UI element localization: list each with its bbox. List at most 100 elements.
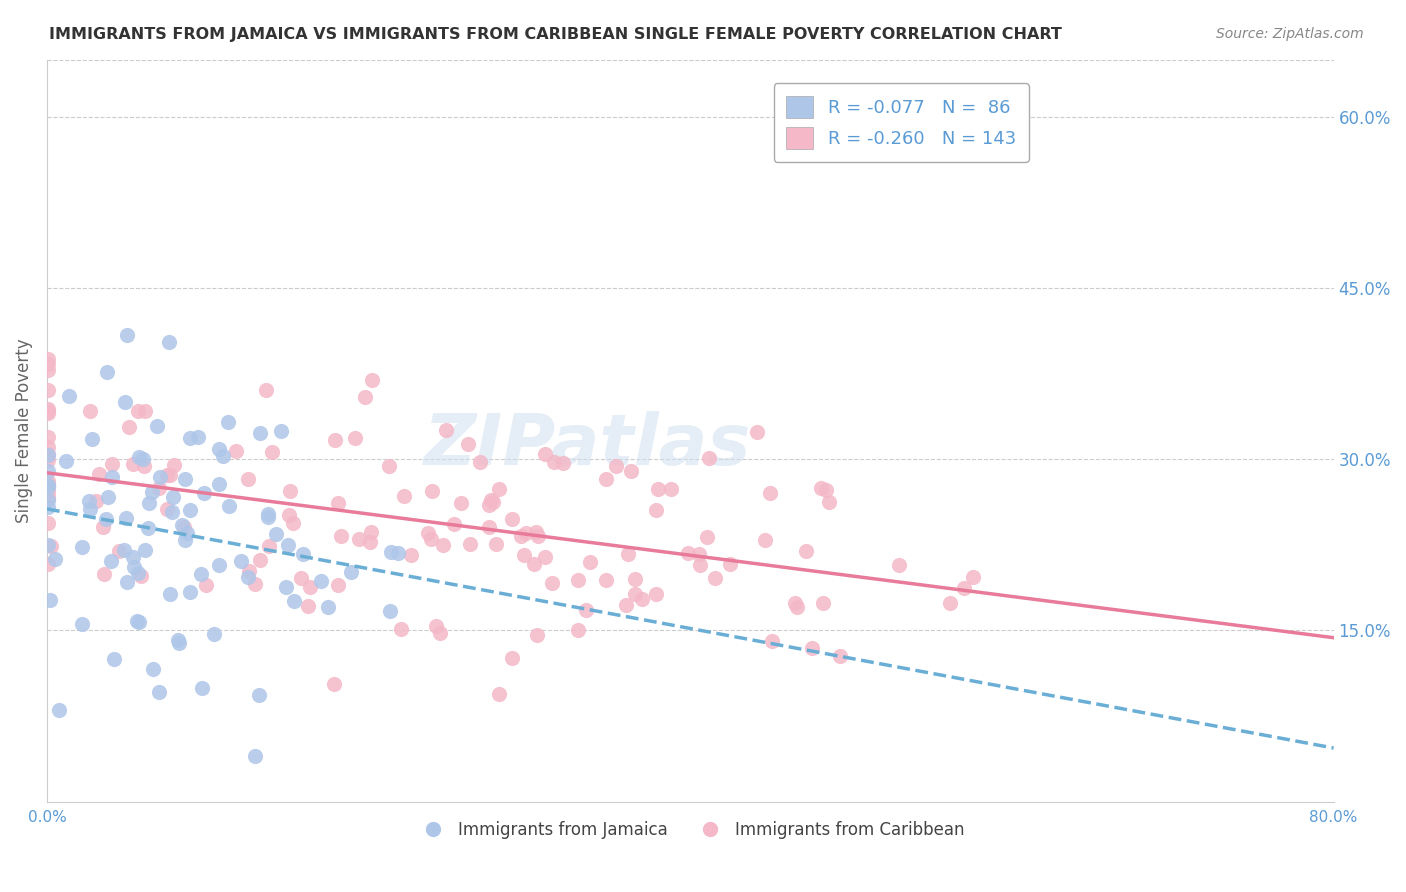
Point — [37, 465, 59, 479]
Point — [392, 489, 415, 503]
Point — [125, 615, 148, 629]
Point — [190, 567, 212, 582]
Point — [37, 452, 59, 467]
Point — [524, 524, 547, 539]
Point — [134, 404, 156, 418]
Legend: Immigrants from Jamaica, Immigrants from Caribbean: Immigrants from Jamaica, Immigrants from… — [409, 814, 970, 846]
Point — [212, 449, 235, 463]
Point — [236, 472, 259, 486]
Point — [543, 455, 565, 469]
Point — [48, 703, 70, 717]
Point — [229, 554, 252, 568]
Point — [243, 748, 266, 763]
Point — [37, 430, 59, 444]
Point — [37, 440, 59, 454]
Point — [37, 479, 59, 493]
Point — [298, 580, 321, 594]
Point — [645, 587, 668, 601]
Point — [509, 529, 531, 543]
Point — [118, 420, 141, 434]
Point — [174, 533, 197, 547]
Point — [257, 507, 280, 521]
Point — [380, 545, 402, 559]
Point — [644, 502, 666, 516]
Point — [37, 478, 59, 492]
Point — [534, 550, 557, 565]
Point — [291, 547, 314, 561]
Point — [37, 516, 59, 531]
Point — [785, 596, 807, 610]
Point — [962, 570, 984, 584]
Point — [360, 373, 382, 387]
Point — [257, 539, 280, 553]
Text: IMMIGRANTS FROM JAMAICA VS IMMIGRANTS FROM CARIBBEAN SINGLE FEMALE POVERTY CORRE: IMMIGRANTS FROM JAMAICA VS IMMIGRANTS FR… — [49, 27, 1062, 42]
Point — [274, 580, 297, 594]
Point — [575, 603, 598, 617]
Point — [953, 581, 976, 595]
Point — [37, 363, 59, 377]
Point — [754, 533, 776, 547]
Point — [697, 450, 720, 465]
Point — [37, 491, 59, 506]
Point — [156, 501, 179, 516]
Point — [340, 565, 363, 579]
Point — [72, 616, 94, 631]
Point — [534, 447, 557, 461]
Point — [425, 619, 447, 633]
Point — [939, 597, 962, 611]
Point — [142, 662, 165, 676]
Point — [468, 455, 491, 469]
Point — [101, 470, 124, 484]
Point — [343, 431, 366, 445]
Point — [620, 463, 643, 477]
Point — [290, 571, 312, 585]
Point — [70, 540, 93, 554]
Point — [208, 442, 231, 456]
Point — [512, 549, 534, 563]
Point — [359, 535, 381, 549]
Point — [328, 578, 350, 592]
Point — [450, 496, 472, 510]
Point — [238, 564, 260, 578]
Point — [187, 430, 209, 444]
Point — [115, 327, 138, 342]
Point — [136, 521, 159, 535]
Point — [208, 477, 231, 491]
Point — [387, 546, 409, 560]
Point — [378, 604, 401, 618]
Point — [84, 493, 107, 508]
Point — [631, 591, 654, 606]
Point — [146, 419, 169, 434]
Point — [810, 481, 832, 495]
Point — [195, 578, 218, 592]
Point — [249, 425, 271, 440]
Point — [236, 570, 259, 584]
Point — [429, 626, 451, 640]
Point — [225, 444, 247, 458]
Point — [624, 572, 647, 586]
Point — [148, 481, 170, 495]
Point — [567, 573, 589, 587]
Point — [122, 549, 145, 564]
Point — [179, 503, 201, 517]
Point — [193, 485, 215, 500]
Point — [478, 498, 501, 512]
Point — [354, 390, 377, 404]
Point — [458, 537, 481, 551]
Point — [818, 495, 841, 509]
Point — [828, 649, 851, 664]
Point — [811, 596, 834, 610]
Y-axis label: Single Female Poverty: Single Female Poverty — [15, 338, 32, 523]
Point — [647, 482, 669, 496]
Point — [800, 641, 823, 656]
Point — [297, 599, 319, 613]
Point — [173, 520, 195, 534]
Point — [595, 472, 617, 486]
Point — [44, 551, 66, 566]
Point — [485, 537, 508, 551]
Point — [100, 554, 122, 568]
Point — [254, 383, 277, 397]
Point — [309, 574, 332, 588]
Point — [815, 483, 838, 497]
Point — [55, 454, 77, 468]
